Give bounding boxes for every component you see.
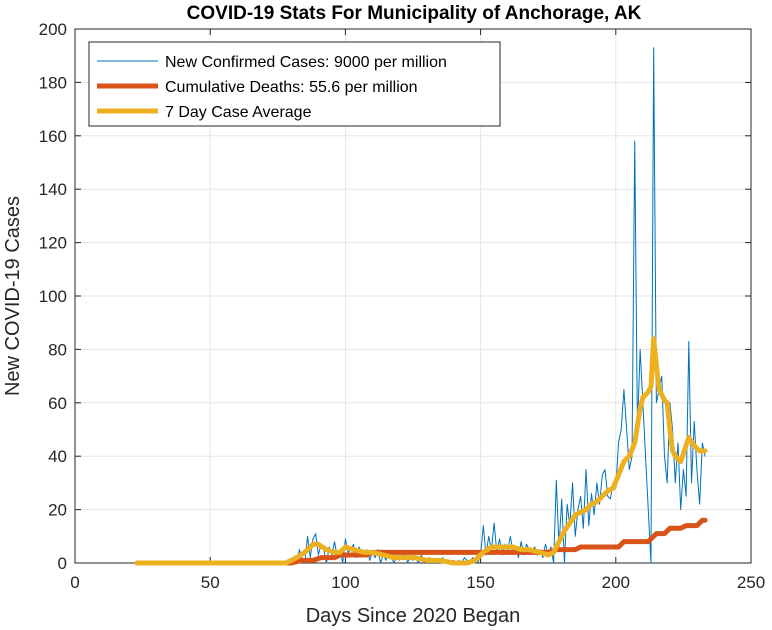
y-axis-label: New COVID-19 Cases xyxy=(2,196,24,396)
y-tick-label: 40 xyxy=(48,447,67,466)
legend: New Confirmed Cases: 9000 per million Cu… xyxy=(88,41,501,127)
x-tick-label: 150 xyxy=(466,573,494,592)
y-tick-label: 100 xyxy=(39,287,67,306)
y-tick-label: 140 xyxy=(39,180,67,199)
chart-title: COVID-19 Stats For Municipality of Ancho… xyxy=(187,3,642,24)
x-tick-label: 200 xyxy=(602,573,630,592)
series-7-day-average xyxy=(134,336,708,566)
x-tick-label: 0 xyxy=(70,573,79,592)
y-tick-label: 80 xyxy=(48,340,67,359)
legend-label-deaths: Cumulative Deaths: 55.6 per million xyxy=(165,79,418,96)
y-tick-label: 120 xyxy=(39,234,67,253)
y-tick-label: 20 xyxy=(48,501,67,520)
series-group xyxy=(134,47,708,566)
legend-label-new-cases: New Confirmed Cases: 9000 per million xyxy=(165,54,447,71)
y-tick-label: 0 xyxy=(58,554,67,573)
series-cumulative-deaths xyxy=(134,517,708,566)
axis-ticks: 0 50 100 150 200 250 0 20 40 60 80 100 120 140 160 180 2… xyxy=(39,20,766,592)
y-tick-label: 200 xyxy=(39,20,67,39)
x-tick-label: 100 xyxy=(331,573,359,592)
y-tick-label: 60 xyxy=(48,394,67,413)
y-tick-label: 160 xyxy=(39,127,67,146)
y-tick-label: 180 xyxy=(39,73,67,92)
legend-label-average: 7 Day Case Average xyxy=(165,104,312,121)
x-tick-label: 250 xyxy=(737,573,765,592)
x-tick-label: 50 xyxy=(201,573,220,592)
x-axis-label: Days Since 2020 Began xyxy=(306,605,521,627)
